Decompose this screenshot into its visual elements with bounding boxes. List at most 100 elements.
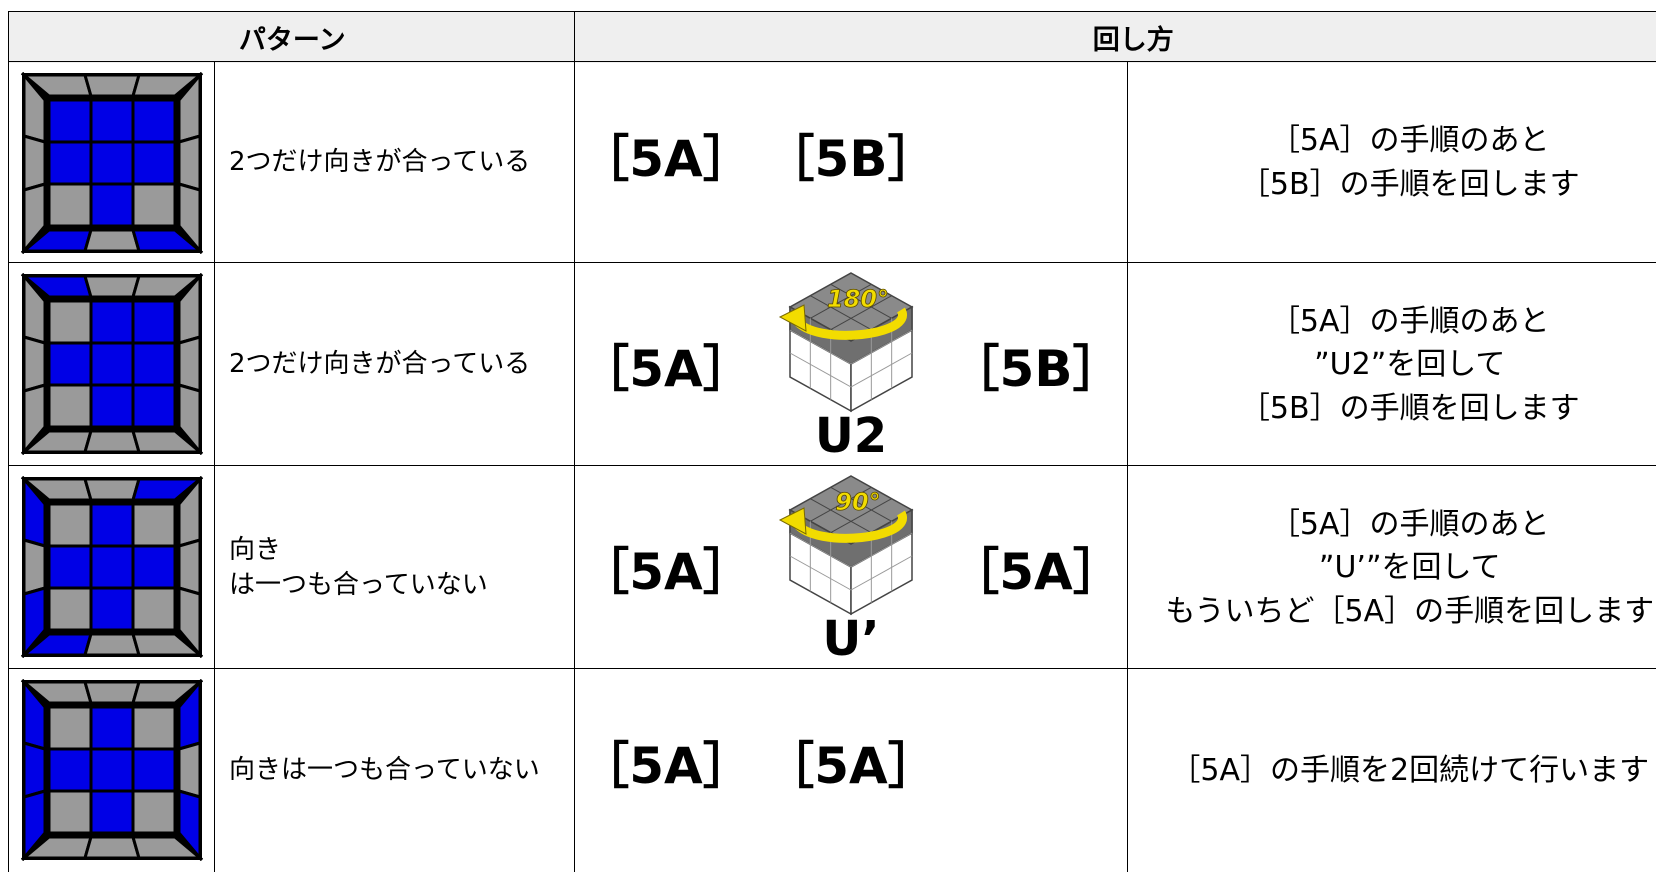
pattern-cell: 向きは一つも合っていない xyxy=(214,668,576,872)
turn-angle: 90° xyxy=(835,488,880,516)
face-sticker xyxy=(89,502,135,548)
face-sticker xyxy=(89,383,135,429)
face-sticker xyxy=(131,299,177,345)
description-cell: ［5A］の手順を2回続けて行います xyxy=(1127,668,1656,872)
grid xyxy=(810,497,872,533)
pattern-text: 2つだけ向きが合っている xyxy=(229,349,531,380)
side-sticker xyxy=(22,134,47,192)
pattern-cell: 2つだけ向きが合っている xyxy=(214,262,576,467)
description-text: ［5A］の手順のあと xyxy=(1269,506,1550,542)
pattern-text: 向き xyxy=(229,534,282,565)
side-sticker xyxy=(22,741,47,799)
grid xyxy=(830,283,892,319)
side-sticker xyxy=(177,182,202,254)
side-sticker xyxy=(131,274,203,299)
pattern-diagram xyxy=(21,72,203,254)
face-sticker xyxy=(131,182,177,228)
moves-cell: ［5A］ ［5A］ xyxy=(574,668,1129,872)
side-sticker xyxy=(22,586,47,658)
face-sticker xyxy=(131,544,177,590)
grid xyxy=(830,486,892,522)
face-sticker xyxy=(89,586,135,632)
face-sticker xyxy=(89,789,135,835)
pattern-image-cell xyxy=(8,61,216,264)
grid xyxy=(810,294,872,330)
face-sticker xyxy=(89,140,135,186)
description-text: ［5B］の手順を回します xyxy=(1239,166,1580,202)
moves-cell: ［5A］ ［5A］ 90° U’ xyxy=(574,465,1129,670)
side-sticker xyxy=(22,335,47,393)
grid xyxy=(850,555,913,590)
face-sticker xyxy=(131,341,177,387)
description-cell: ［5A］の手順のあと ”U’”を回してもういちど［5A］の手順を回します xyxy=(1127,465,1656,670)
side-sticker xyxy=(83,835,141,860)
side-sticker xyxy=(177,789,202,861)
pattern-image-cell xyxy=(8,262,216,467)
face-sticker xyxy=(47,383,93,429)
pattern-diagram xyxy=(21,273,203,455)
grid xyxy=(789,555,852,590)
grid xyxy=(810,283,872,319)
moves-cell: ［5A］ ［5B］ xyxy=(574,61,1129,264)
side-sticker xyxy=(177,538,202,596)
side-sticker xyxy=(22,789,47,861)
pattern-cell: 向きは一つも合っていない xyxy=(214,465,576,670)
pattern-text: 向きは一つも合っていない xyxy=(229,754,540,785)
side-sticker xyxy=(131,73,203,98)
face-sticker xyxy=(47,502,93,548)
face-sticker xyxy=(47,544,93,590)
face-sticker xyxy=(89,182,135,228)
grid xyxy=(830,294,892,330)
move: ［5A］ xyxy=(579,129,753,188)
side-sticker xyxy=(131,835,203,860)
side-sticker xyxy=(83,632,141,657)
header-method: 回し方 xyxy=(574,11,1656,63)
face-sticker xyxy=(47,747,93,793)
pattern-diagram xyxy=(21,679,203,861)
pattern-image-cell xyxy=(8,465,216,670)
face-sticker xyxy=(47,140,93,186)
face-sticker xyxy=(47,182,93,228)
side-sticker xyxy=(83,429,141,454)
turn-label: U2 xyxy=(814,408,888,464)
grid xyxy=(810,486,872,522)
description-text: ”U’”を回して xyxy=(1318,550,1501,585)
grid xyxy=(789,532,852,567)
grid xyxy=(830,497,892,533)
move: ［5A］ xyxy=(579,542,753,601)
face-sticker xyxy=(47,98,93,144)
face-sticker xyxy=(131,383,177,429)
description-text: もういちど［5A］の手順を回します xyxy=(1165,593,1655,629)
turn-angle: 180° xyxy=(827,285,889,313)
face-sticker xyxy=(47,586,93,632)
grid xyxy=(789,352,852,387)
side-sticker xyxy=(177,134,202,192)
side-sticker xyxy=(22,538,47,596)
side-sticker xyxy=(131,632,203,657)
face-sticker xyxy=(89,299,135,345)
move: ［5B］ xyxy=(764,129,938,188)
grid xyxy=(850,352,913,387)
side-sticker xyxy=(131,228,203,253)
description-text: ［5B］の手順を回します xyxy=(1239,390,1580,426)
side-sticker xyxy=(83,73,141,98)
move: ［5A］ xyxy=(949,542,1123,601)
description-text: ［5A］の手順を2回続けて行います xyxy=(1170,752,1650,788)
description-cell: ［5A］の手順のあと ”U2”を回して ［5B］の手順を回します xyxy=(1127,262,1656,467)
face-sticker xyxy=(89,747,135,793)
face-sticker xyxy=(47,341,93,387)
side-sticker xyxy=(177,586,202,658)
face-sticker xyxy=(131,140,177,186)
side-sticker xyxy=(131,680,203,705)
side-sticker xyxy=(83,228,141,253)
arrow-head xyxy=(778,303,807,332)
turn-icon: 180° xyxy=(778,271,914,412)
side-sticker xyxy=(22,182,47,254)
face-sticker xyxy=(131,789,177,835)
arrow-head xyxy=(778,506,807,535)
side-sticker xyxy=(177,741,202,799)
face-sticker xyxy=(47,789,93,835)
grid xyxy=(850,532,913,567)
side-sticker xyxy=(83,477,141,502)
